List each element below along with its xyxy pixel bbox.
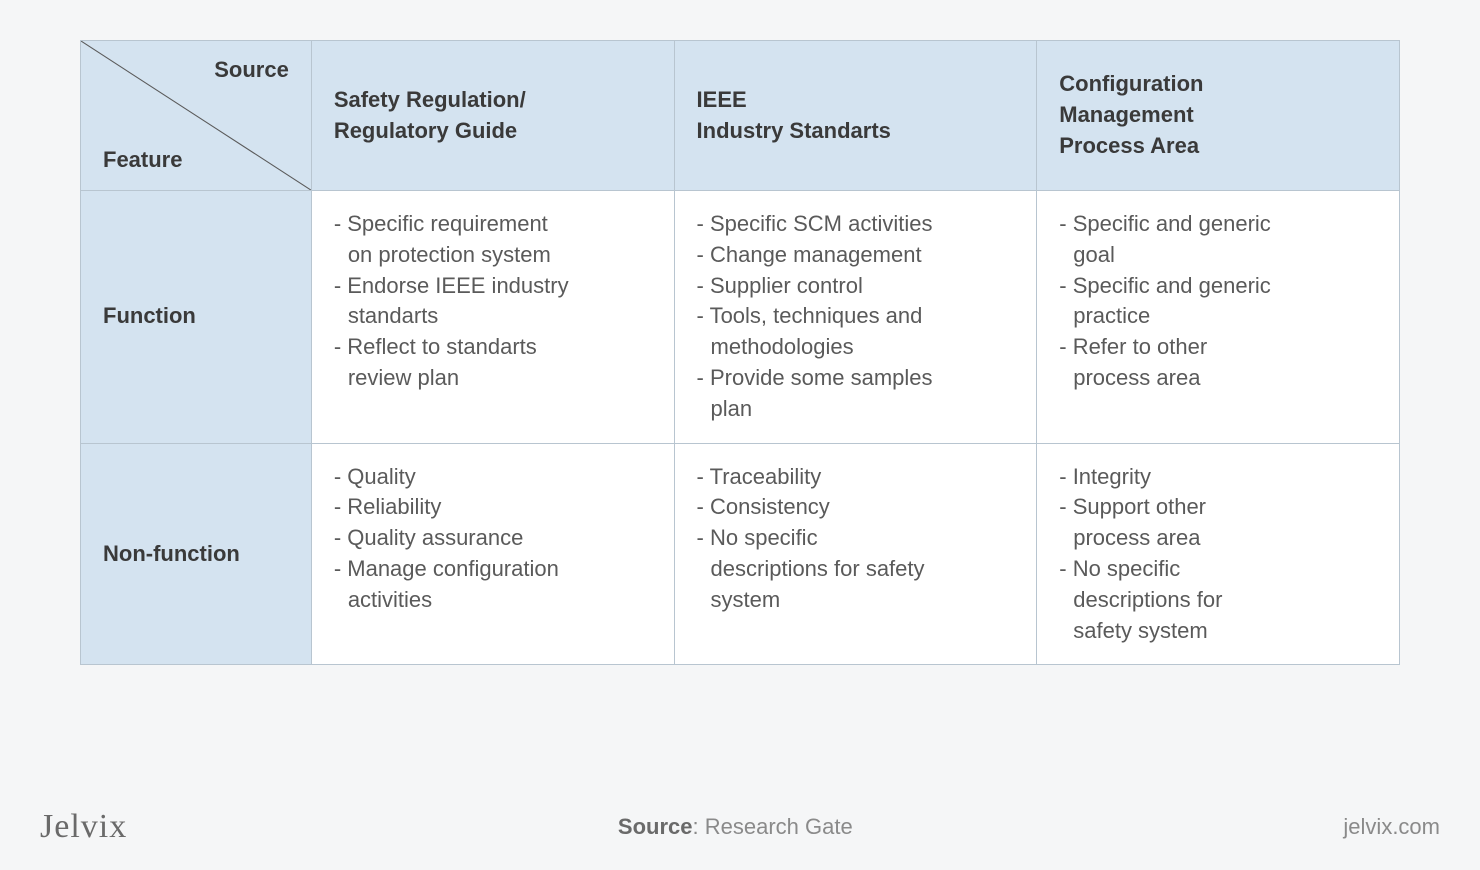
table-row: Function - Specific requirementon protec… [81, 191, 1400, 444]
source-label: Source [618, 814, 693, 839]
cell-0-0: - Specific requirementon protection syst… [311, 191, 674, 444]
col-header-text: Safety Regulation/Regulatory Guide [334, 87, 526, 143]
footer-url: jelvix.com [1343, 814, 1440, 840]
corner-cell: Source Feature [81, 41, 312, 191]
col-header-1: IEEEIndustry Standarts [674, 41, 1037, 191]
source-value: Research Gate [705, 814, 853, 839]
col-header-0: Safety Regulation/Regulatory Guide [311, 41, 674, 191]
table-header-row: Source Feature Safety Regulation/Regulat… [81, 41, 1400, 191]
row-header-text: Function [103, 303, 196, 328]
corner-top-label: Source [214, 55, 289, 86]
table-body: Function - Specific requirementon protec… [81, 191, 1400, 665]
comparison-table: Source Feature Safety Regulation/Regulat… [80, 40, 1400, 665]
row-header-text: Non-function [103, 541, 240, 566]
brand-logo: Jelvix [40, 808, 127, 846]
col-header-text: IEEEIndustry Standarts [697, 87, 891, 143]
cell-1-1: - Traceability- Consistency- No specific… [674, 443, 1037, 665]
row-header-0: Function [81, 191, 312, 444]
cell-1-0: - Quality- Reliability- Quality assuranc… [311, 443, 674, 665]
row-header-1: Non-function [81, 443, 312, 665]
col-header-text: ConfigurationManagementProcess Area [1059, 71, 1203, 158]
footer: Jelvix Source: Research Gate jelvix.com [0, 808, 1480, 846]
cell-1-2: - Integrity- Support otherprocess area- … [1037, 443, 1400, 665]
table-row: Non-function - Quality- Reliability- Qua… [81, 443, 1400, 665]
cell-0-1: - Specific SCM activities- Change manage… [674, 191, 1037, 444]
footer-source: Source: Research Gate [127, 814, 1343, 840]
col-header-2: ConfigurationManagementProcess Area [1037, 41, 1400, 191]
corner-bottom-label: Feature [103, 145, 182, 176]
cell-0-2: - Specific and genericgoal- Specific and… [1037, 191, 1400, 444]
